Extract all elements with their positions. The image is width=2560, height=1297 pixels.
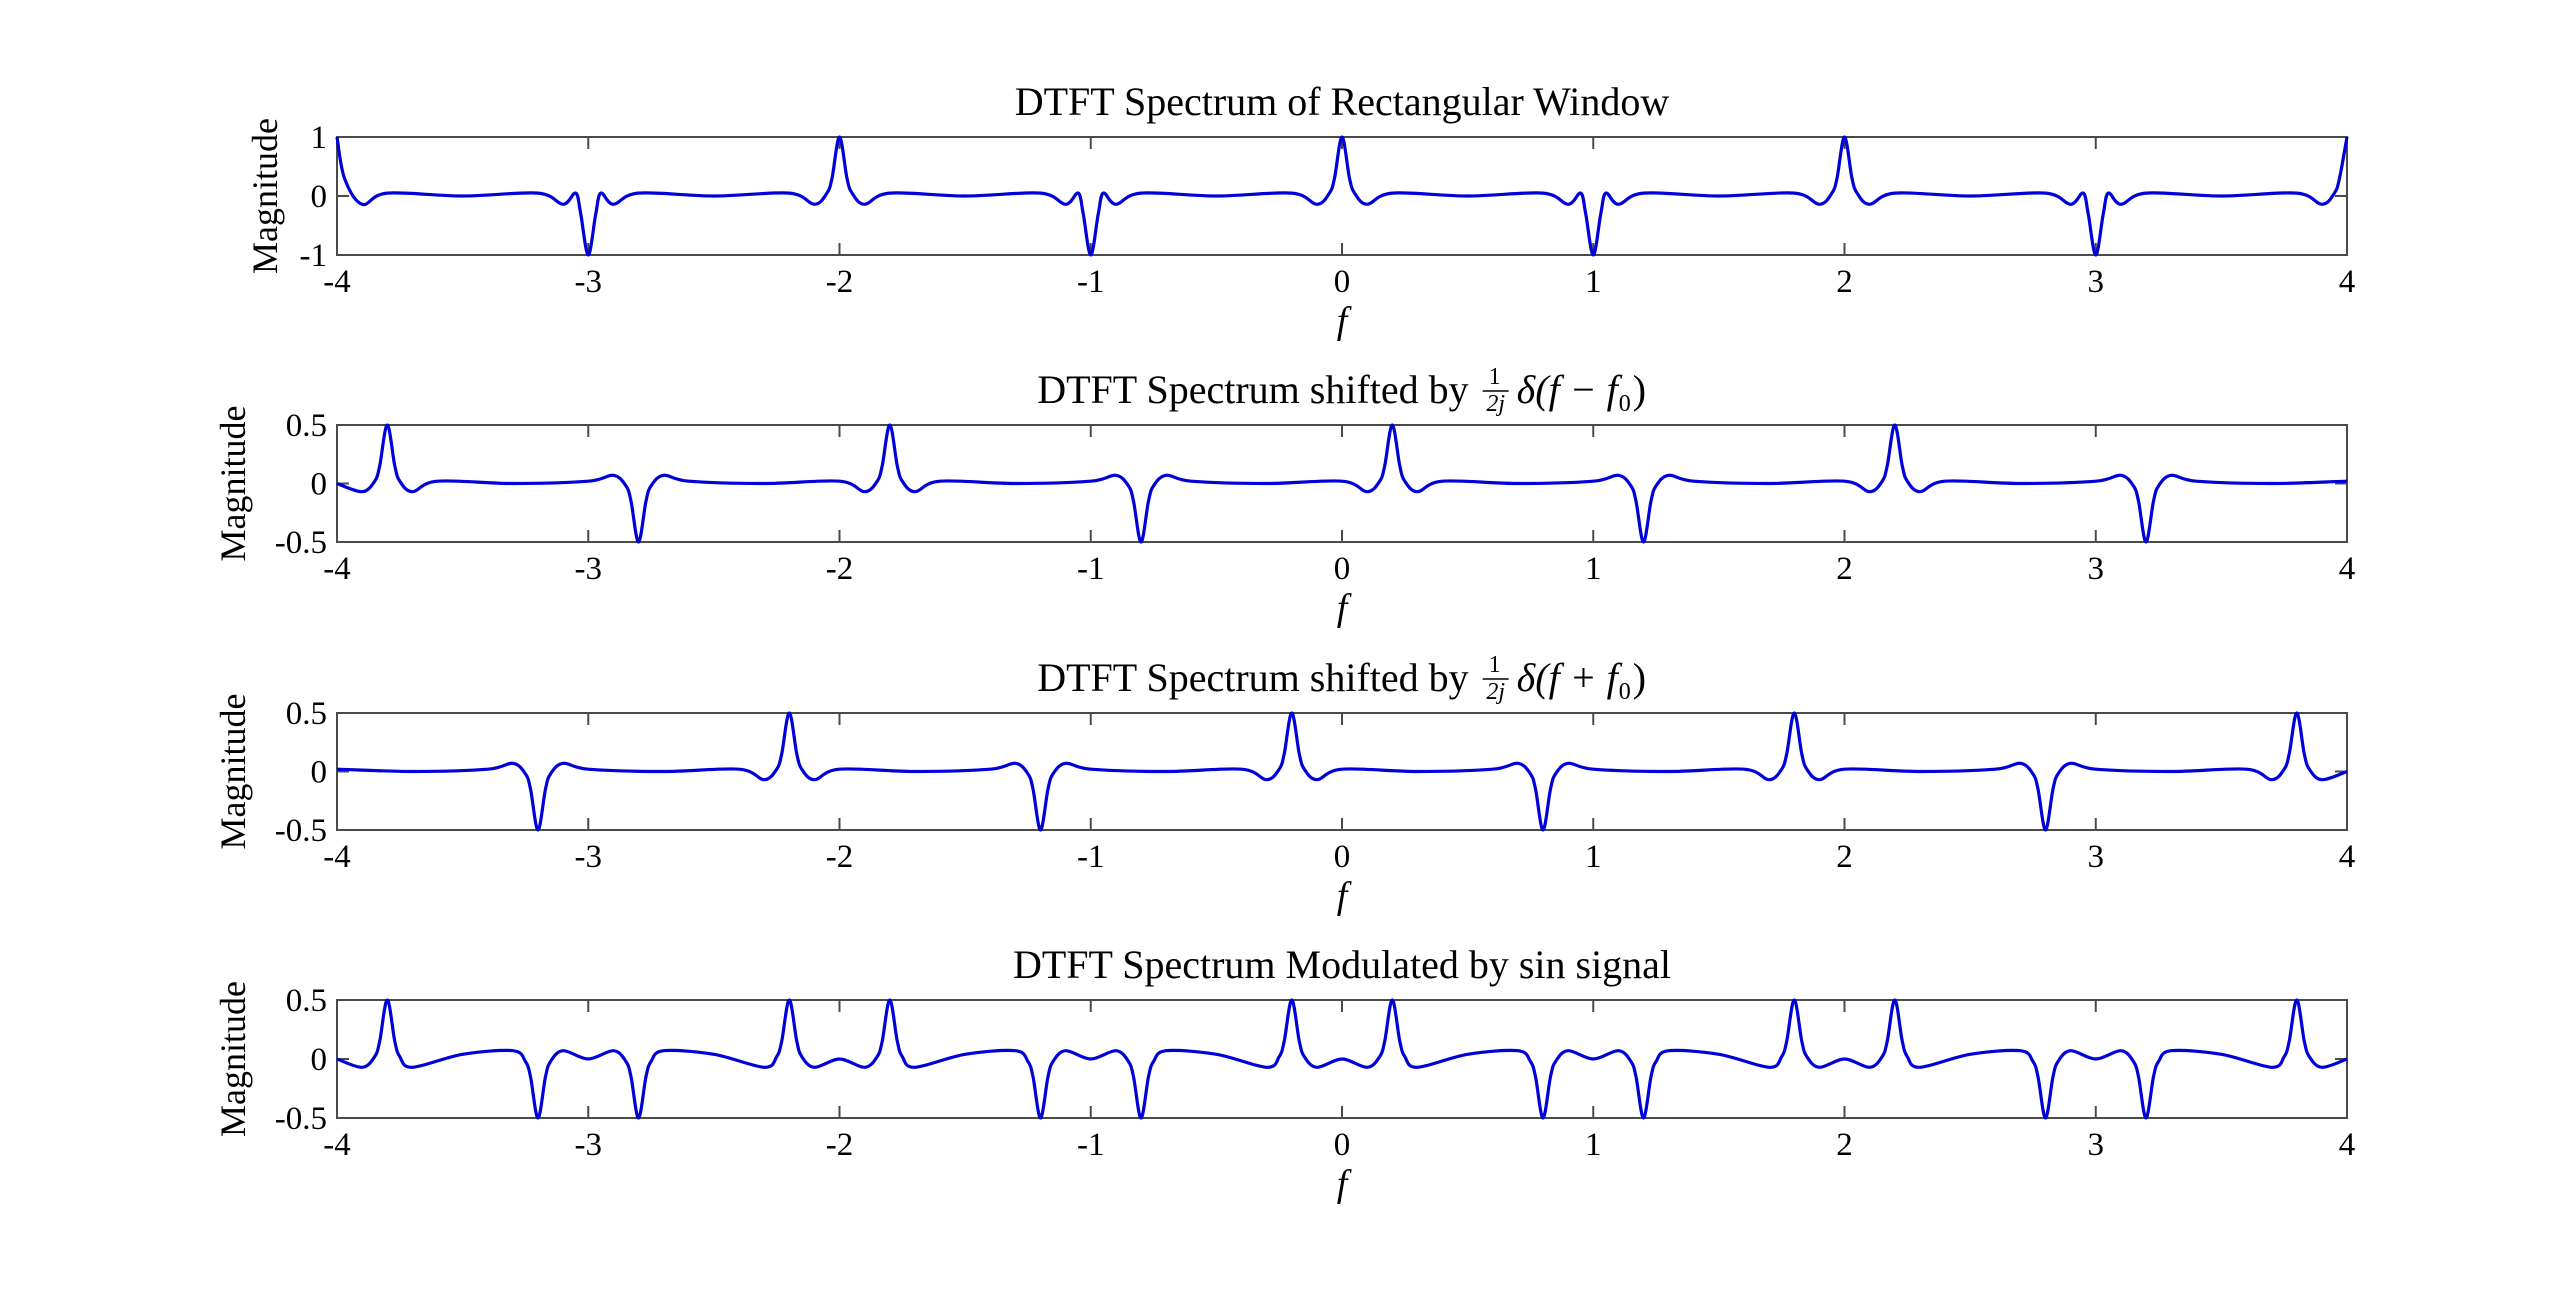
x-axis-label: f [1337, 300, 1352, 342]
series-line [335, 135, 2349, 257]
series-line [336, 998, 2348, 1120]
formula-close: ) [1633, 367, 1646, 412]
x-tick-label: -3 [575, 1127, 603, 1163]
x-tick-label: 0 [1334, 1127, 1351, 1163]
x-tick-label: -1 [1077, 551, 1105, 587]
fraction-numerator: 1 [1489, 364, 1501, 390]
x-tick-label: 2 [1836, 551, 1853, 587]
x-tick-label: 1 [1585, 1127, 1602, 1163]
x-tick-label: -2 [826, 264, 854, 300]
series-line [336, 423, 2348, 544]
x-tick-label: 4 [2339, 839, 2356, 875]
x-tick-label: 3 [2088, 264, 2105, 300]
chart-title: DTFT Spectrum shifted by 12j δ(f − f 0) [1037, 364, 1646, 417]
x-tick-label: 4 [2339, 1127, 2356, 1163]
fraction-denominator: 2j [1486, 679, 1505, 705]
y-tick-label: 0.5 [286, 983, 327, 1019]
x-tick-label: 2 [1836, 264, 1853, 300]
x-axis-label: f [1337, 1163, 1352, 1205]
y-tick-label: -1 [300, 238, 328, 274]
x-tick-label: -2 [826, 551, 854, 587]
subplot-1: -4 -3 -2 -1 0 1 2 3 4 -1 0 1 Magnitude f DTFT Spectrum… [245, 79, 2355, 342]
x-axis-label: f [1337, 875, 1352, 917]
formula-body: δ(f − f [1517, 367, 1623, 412]
y-tick-label: 0.5 [286, 408, 327, 444]
x-tick-label: -3 [575, 839, 603, 875]
x-tick-label: 2 [1836, 839, 1853, 875]
x-tick-label: -2 [826, 1127, 854, 1163]
x-tick-label: 4 [2339, 264, 2356, 300]
chart-title-text: DTFT Spectrum shifted by [1037, 367, 1468, 412]
x-tick-label: -1 [1077, 1127, 1105, 1163]
x-tick-label: 3 [2088, 1127, 2105, 1163]
x-tick-label: 0 [1334, 264, 1351, 300]
x-tick-label: 3 [2088, 551, 2105, 587]
y-tick-label: -0.5 [275, 525, 327, 561]
x-tick-label: -3 [575, 551, 603, 587]
chart-title: DTFT Spectrum Modulated by sin signal [1013, 942, 1671, 987]
y-tick-label: 0.5 [286, 696, 327, 732]
y-axis-label: Magnitude [213, 406, 253, 562]
series-line [336, 711, 2348, 832]
x-tick-label: 1 [1585, 264, 1602, 300]
y-axis-label: Magnitude [245, 118, 285, 274]
formula-body: δ(f + f [1517, 655, 1623, 700]
chart-title-text: DTFT Spectrum shifted by [1037, 655, 1468, 700]
chart-title: DTFT Spectrum of Rectangular Window [1015, 79, 1670, 124]
x-tick-label: -4 [323, 551, 351, 587]
y-tick-label: 0 [311, 755, 328, 791]
y-tick-label: 1 [311, 120, 328, 156]
x-tick-label: -4 [323, 1127, 351, 1163]
chart-title: DTFT Spectrum shifted by 12j δ(f + f 0) [1037, 652, 1646, 705]
formula-subscript: 0 [1619, 391, 1631, 417]
x-tick-label: 1 [1585, 839, 1602, 875]
x-tick-label: 4 [2339, 551, 2356, 587]
subplot-3: -4 -3 -2 -1 0 1 2 3 4 -0.5 0 0.5 Magnitude f DTFT Spec… [213, 652, 2355, 917]
x-tick-label: -1 [1077, 839, 1105, 875]
x-axis-label: f [1337, 587, 1352, 629]
y-tick-label: -0.5 [275, 813, 327, 849]
fraction-numerator: 1 [1489, 652, 1501, 678]
x-tick-label: 0 [1334, 839, 1351, 875]
y-axis-label: Magnitude [213, 694, 253, 850]
x-tick-label: 0 [1334, 551, 1351, 587]
y-axis-label: Magnitude [213, 981, 253, 1137]
y-tick-label: -0.5 [275, 1101, 327, 1137]
x-tick-label: -4 [323, 264, 351, 300]
formula-subscript: 0 [1619, 679, 1631, 705]
x-tick-label: 2 [1836, 1127, 1853, 1163]
x-tick-label: -1 [1077, 264, 1105, 300]
x-tick-label: 3 [2088, 839, 2105, 875]
x-tick-label: -2 [826, 839, 854, 875]
x-tick-label: -3 [575, 264, 603, 300]
subplot-4: -4 -3 -2 -1 0 1 2 3 4 -0.5 0 0.5 Magnitude f DTFT Spec… [213, 942, 2355, 1205]
y-tick-label: 0 [311, 179, 328, 215]
axes-box [336, 136, 2348, 256]
y-tick-label: 0 [311, 1042, 328, 1078]
formula-close: ) [1633, 655, 1646, 700]
fraction-denominator: 2j [1486, 391, 1505, 417]
x-tick-label: -4 [323, 839, 351, 875]
y-tick-label: 0 [311, 467, 328, 503]
x-tick-label: 1 [1585, 551, 1602, 587]
subplot-2: -4 -3 -2 -1 0 1 2 3 4 -0.5 0 0.5 Magnitude f DTFT Spec… [213, 364, 2355, 629]
